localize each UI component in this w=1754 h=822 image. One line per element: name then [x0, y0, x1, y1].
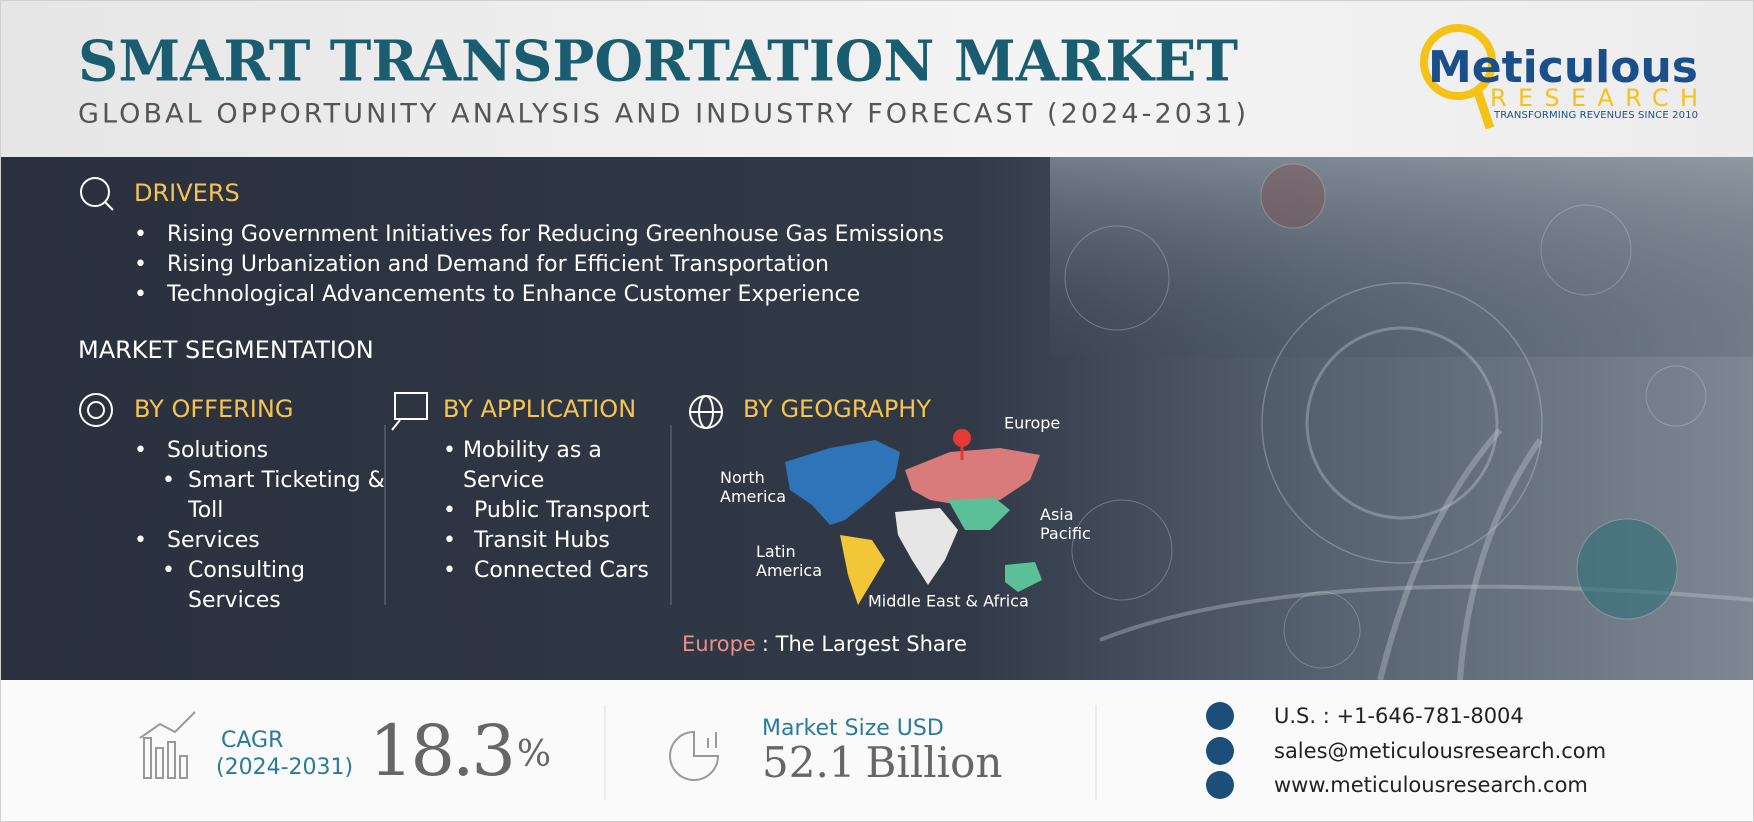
list-item: Rising Urbanization and Demand for Effic…	[167, 252, 829, 277]
bullet: •	[134, 222, 147, 247]
footer-bg	[0, 680, 1754, 822]
map-label: North America	[720, 468, 786, 506]
map-label-box: North America	[720, 468, 786, 506]
list-item: Mobility as a Service	[463, 438, 602, 493]
list-item: Connected Cars	[474, 558, 649, 583]
stat-icons	[139, 711, 720, 781]
map-label-box: Asia Pacific	[1040, 505, 1091, 543]
stat-label: Market Size USD	[762, 716, 944, 741]
map-label-box: Latin America	[756, 542, 822, 580]
sub-item: Consulting Services	[188, 558, 305, 613]
logo-handle	[1473, 90, 1495, 130]
segment-heading: BY APPLICATION	[443, 395, 636, 423]
map-label: Asia Pacific	[1040, 505, 1091, 543]
section-heading: DRIVERS	[134, 179, 240, 207]
logo-ring	[1420, 24, 1496, 100]
logo-name: Meticulous	[1428, 42, 1698, 93]
list-item: Rising Government Initiatives for Reduci…	[167, 222, 944, 247]
icons	[79, 177, 723, 431]
list-item: Solutions	[167, 438, 268, 463]
sub-item-box: Consulting Services	[188, 558, 305, 613]
city-decoration	[1064, 163, 1754, 681]
sub-item-box: Smart Ticketing & Toll	[188, 468, 385, 523]
bullet: •	[162, 468, 175, 493]
list-item-box: Mobility as a Service	[463, 438, 602, 493]
contact-icons	[1206, 702, 1234, 799]
stat-value: 18.3%	[369, 710, 550, 792]
cagr-unit: %	[517, 734, 550, 775]
highlight-text: : The Largest Share	[762, 632, 967, 656]
section-heading: MARKET SEGMENTATION	[78, 336, 374, 364]
list-item: Public Transport	[474, 498, 650, 523]
map-label: Middle East & Africa	[868, 592, 1029, 611]
map-label: Latin America	[756, 542, 822, 580]
stat-label: (2024-2031)	[216, 755, 353, 780]
sub-item: Smart Ticketing & Toll	[188, 468, 385, 523]
world-map	[785, 429, 1042, 605]
list-item: Services	[167, 528, 260, 553]
map-label: Europe	[1004, 414, 1060, 433]
bullet: •	[134, 282, 147, 307]
list-item: Transit Hubs	[473, 528, 610, 553]
market-unit: Billion	[866, 738, 1003, 787]
bullet: •	[443, 438, 456, 463]
highlight: Europe: The Largest Share	[682, 632, 967, 656]
logo-tagline: TRANSFORMING REVENUES SINCE 2010	[1493, 110, 1698, 121]
drivers-list: • Rising Government Initiatives for Reduc…	[134, 222, 944, 307]
bullet: •	[134, 528, 147, 553]
highlight-region: Europe	[682, 632, 756, 656]
bullet: •	[134, 252, 147, 277]
subtitle: GLOBAL OPPORTUNITY ANALYSIS AND INDUSTRY…	[78, 99, 1246, 130]
stat-label: CAGR	[221, 728, 283, 753]
cagr-value: 18.3	[369, 710, 513, 792]
bullet: •	[443, 558, 456, 583]
list-item: Technological Advancements to Enhance Cu…	[166, 282, 860, 307]
title: SMART TRANSPORTATION MARKET	[78, 29, 1238, 95]
contact-website[interactable]: www.meticulousresearch.com	[1274, 773, 1588, 797]
bullet: •	[134, 438, 147, 463]
bullet: •	[162, 558, 175, 583]
contact-email[interactable]: sales@meticulousresearch.com	[1274, 739, 1606, 763]
segment-heading: BY OFFERING	[134, 395, 293, 423]
stat-value: 52.1 Billion	[762, 738, 1002, 787]
segment-heading: BY GEOGRAPHY	[743, 395, 931, 423]
bullet: •	[443, 528, 456, 553]
market-value: 52.1	[762, 738, 856, 787]
contact-phone: U.S. : +1-646-781-8004	[1274, 704, 1524, 728]
bullet: •	[443, 498, 456, 523]
city-sky	[1050, 157, 1754, 357]
